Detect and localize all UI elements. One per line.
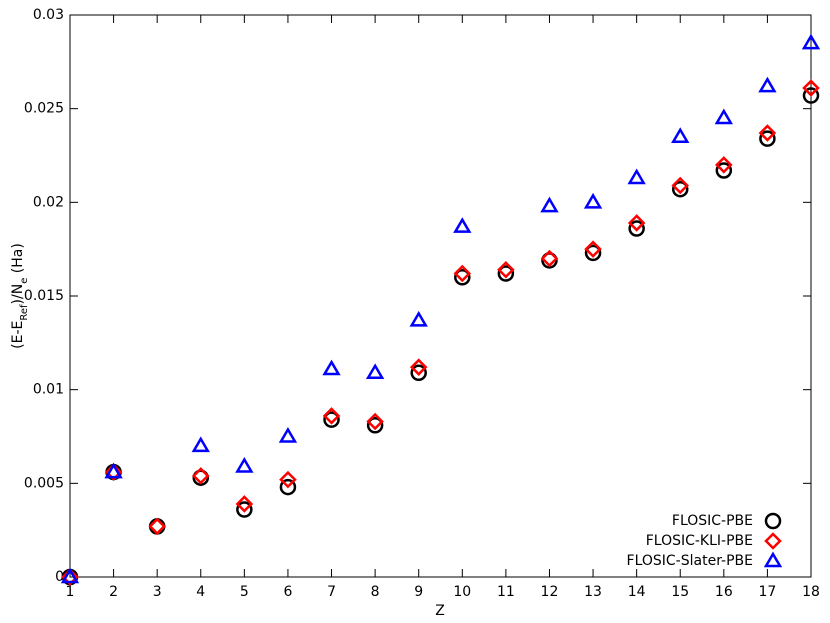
marker-circle	[584, 244, 602, 262]
marker-triangle	[627, 168, 646, 185]
marker-circle	[802, 87, 820, 104]
marker-circle	[671, 180, 689, 198]
x-tick-label: 11	[497, 584, 515, 600]
x-tick-label: 6	[283, 584, 292, 600]
y-tick-label: 0.03	[33, 7, 64, 23]
y-tick-label: 0.01	[33, 382, 64, 398]
x-tick-label: 2	[109, 584, 118, 600]
marker-triangle	[278, 427, 298, 443]
marker-triangle	[714, 108, 733, 125]
marker-diamond	[715, 156, 733, 174]
marker-diamond	[191, 467, 210, 485]
x-tick-label: 5	[240, 584, 249, 600]
y-axis-label-part: (E-E	[10, 321, 26, 349]
x-tick-label: 7	[327, 584, 336, 600]
x-tick-label: 13	[584, 584, 602, 600]
marker-circle	[366, 417, 384, 434]
marker-diamond	[409, 358, 428, 376]
marker-circle	[541, 252, 558, 269]
x-tick-label: 12	[541, 584, 559, 600]
marker-diamond	[366, 412, 384, 431]
x-axis-label: Z	[435, 603, 445, 619]
x-tick-label: 17	[758, 584, 776, 600]
marker-circle	[764, 512, 782, 530]
marker-diamond	[497, 261, 515, 279]
marker-triangle	[801, 33, 821, 50]
marker-circle	[715, 162, 733, 179]
marker-circle	[323, 411, 340, 428]
marker-diamond	[148, 517, 166, 536]
marker-diamond	[61, 568, 79, 586]
x-tick-label: 15	[671, 584, 689, 600]
marker-diamond	[453, 264, 472, 283]
x-tick-label: 10	[453, 584, 471, 600]
y-axis-label: (E-ERef)/Ne (Ha)	[10, 243, 30, 349]
marker-triangle	[409, 310, 428, 327]
y-axis-label-subscript: e	[19, 278, 30, 284]
x-tick-label: 4	[196, 584, 205, 600]
marker-diamond	[584, 240, 602, 258]
x-tick-label: 1	[66, 584, 75, 600]
marker-triangle	[60, 567, 80, 584]
marker-diamond	[764, 532, 782, 550]
plot-frame	[69, 14, 812, 578]
y-axis-label-part: (Ha)	[10, 243, 26, 277]
marker-triangle	[322, 359, 341, 376]
legend-label: FLOSIC-Slater-PBE	[627, 553, 753, 569]
y-tick-label: 0.005	[24, 475, 64, 491]
marker-triangle	[453, 217, 472, 233]
y-axis-label-part: )/N	[10, 284, 26, 305]
marker-diamond	[802, 79, 820, 97]
marker-diamond	[279, 470, 297, 489]
legend-label: FLOSIC-PBE	[672, 513, 753, 529]
marker-diamond	[540, 249, 559, 268]
marker-triangle	[758, 76, 777, 93]
x-tick-label: 18	[802, 584, 820, 600]
marker-triangle	[104, 462, 123, 479]
marker-triangle	[671, 127, 690, 144]
marker-diamond	[627, 214, 646, 232]
y-tick-label: 0.015	[24, 288, 64, 304]
x-tick-label: 8	[371, 584, 380, 600]
y-tick-label: 0.02	[33, 194, 64, 210]
marker-diamond	[671, 176, 690, 195]
legend-label: FLOSIC-KLI-PBE	[646, 533, 753, 549]
marker-circle	[279, 478, 297, 496]
y-axis-label-subscript: Ref	[19, 304, 30, 321]
marker-circle	[454, 269, 471, 286]
marker-circle	[148, 518, 166, 535]
marker-triangle	[583, 192, 603, 209]
marker-triangle	[191, 436, 210, 453]
marker-diamond	[235, 495, 254, 513]
x-tick-label: 16	[715, 584, 733, 600]
marker-diamond	[104, 463, 123, 481]
marker-circle	[628, 220, 645, 237]
marker-triangle	[235, 456, 254, 473]
marker-circle	[192, 469, 210, 486]
marker-triangle	[540, 196, 559, 213]
marker-triangle	[365, 363, 385, 380]
marker-triangle	[763, 551, 783, 568]
x-tick-label: 14	[628, 584, 646, 600]
y-tick-label: 0	[55, 569, 64, 585]
marker-circle	[759, 130, 776, 147]
marker-circle	[410, 364, 427, 382]
marker-circle	[497, 265, 515, 282]
marker-circle	[236, 501, 253, 518]
marker-diamond	[322, 407, 341, 425]
x-tick-label: 3	[153, 584, 162, 600]
y-tick-label: 0.025	[24, 101, 64, 117]
marker-diamond	[758, 124, 777, 142]
x-tick-label: 9	[414, 584, 423, 600]
